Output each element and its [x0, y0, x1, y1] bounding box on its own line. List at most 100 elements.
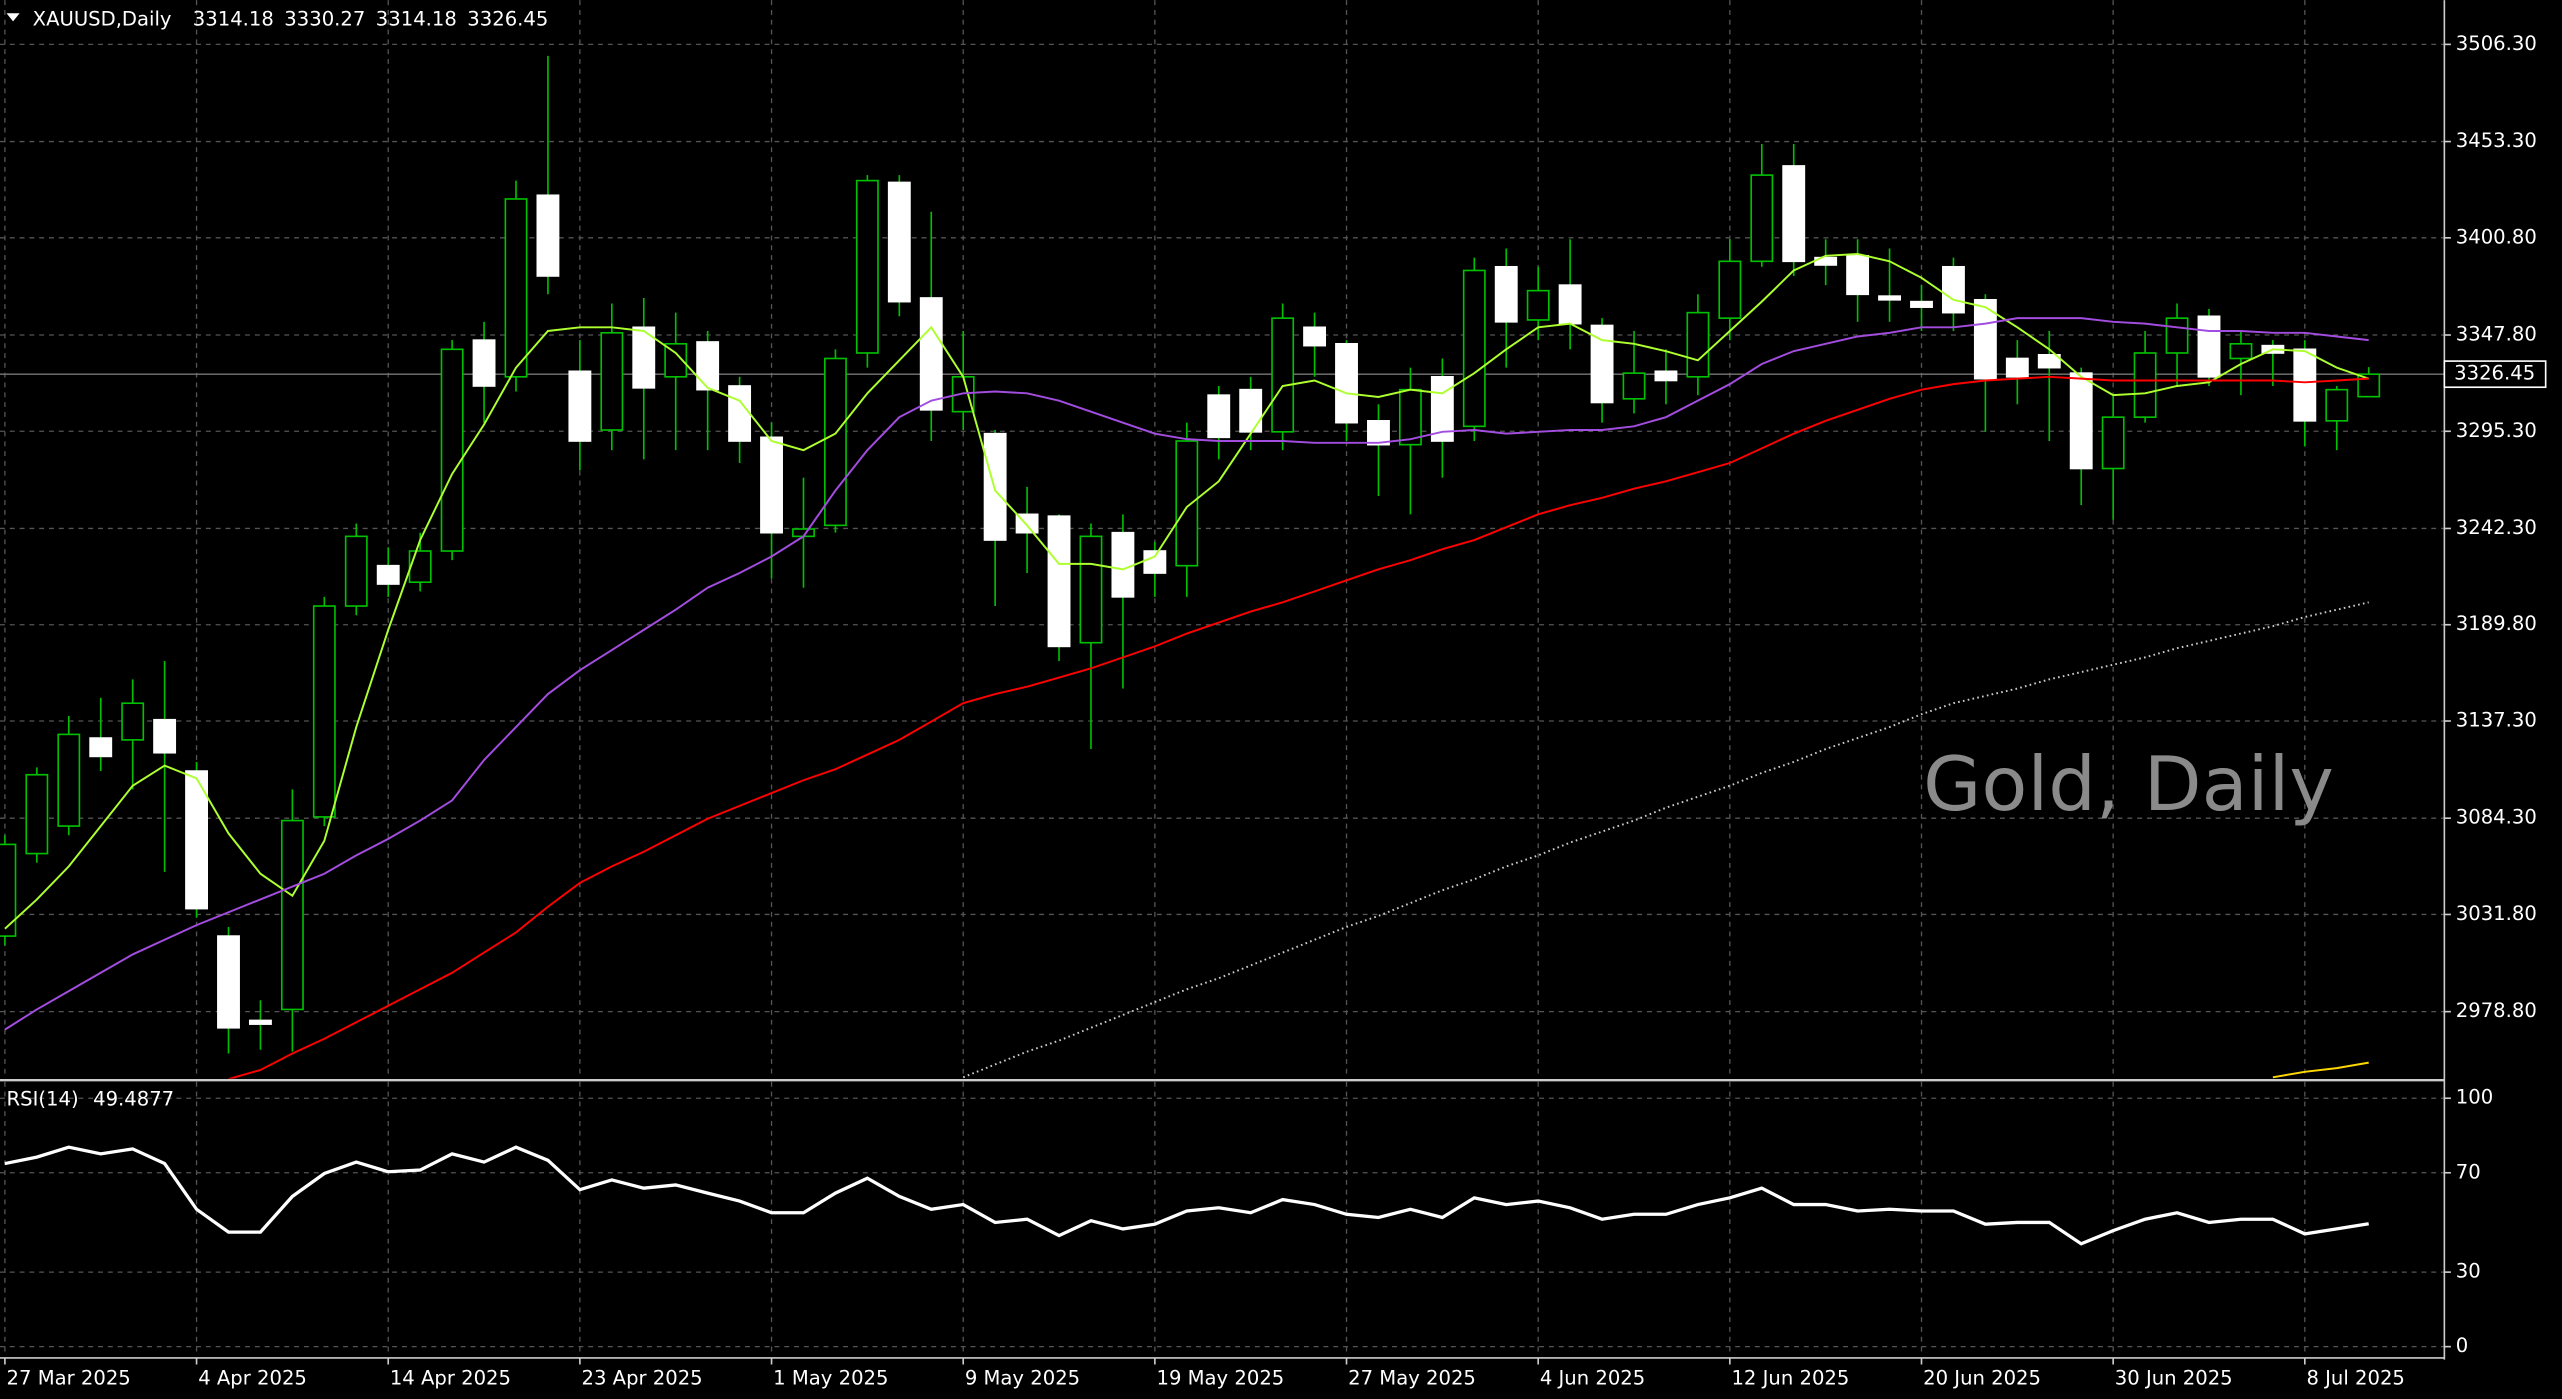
candle-body	[1590, 324, 1614, 404]
candle-body	[1398, 388, 1422, 446]
candle-body	[1558, 284, 1582, 325]
candle-body	[1718, 260, 1742, 319]
candle-body	[1271, 317, 1295, 433]
header-close: 3326.45	[467, 7, 548, 30]
candle-body	[1175, 440, 1199, 567]
candle-body	[1207, 394, 1231, 439]
x-tick-label: 30 Jun 2025	[2115, 1367, 2233, 1390]
candle-body	[855, 179, 879, 354]
candle-body	[408, 550, 432, 584]
candle-body	[2037, 353, 2061, 369]
line-series	[228, 375, 2369, 1079]
header-low: 3314.18	[376, 7, 457, 30]
axis-layer: 3506.30 3453.30 3400.80 3347.80 3295.30 3242.…	[4, 32, 2547, 1390]
candle-body	[1910, 300, 1933, 308]
line-series	[962, 601, 2369, 1079]
candle-body	[472, 339, 496, 387]
candle-body	[25, 773, 49, 855]
candle-body	[1942, 265, 1965, 314]
candle-body	[2197, 315, 2221, 378]
candle-body	[2069, 372, 2093, 470]
candle-body	[280, 819, 304, 1011]
candle-body	[887, 181, 911, 303]
candle-body	[1047, 515, 1071, 648]
candle-body	[2357, 373, 2381, 398]
menu-triangle[interactable]	[6, 13, 20, 22]
candle-body	[1239, 388, 1263, 433]
y-tick-label: 3137.30	[2456, 709, 2537, 732]
candle-body	[312, 605, 336, 818]
y-tick-label: 3295.30	[2456, 419, 2537, 442]
candle-body	[1367, 420, 1390, 446]
header-open: 3314.18	[193, 7, 274, 30]
candle-body	[153, 718, 177, 754]
watermark: Gold, Daily	[1923, 740, 2334, 828]
candle-body	[728, 385, 752, 442]
x-tick-label: 9 May 2025	[965, 1367, 1080, 1390]
candle-body	[568, 370, 592, 442]
rsi-title: RSI(14)	[7, 1087, 79, 1110]
candle-body	[664, 342, 688, 378]
y-tick-label: 30	[2456, 1260, 2481, 1283]
candle-body	[249, 1019, 272, 1025]
marks-layer	[0, 55, 2445, 1246]
pane-marks	[4, 1145, 2369, 1246]
candle-body	[2133, 352, 2157, 418]
candle-body	[1878, 295, 1901, 301]
x-tick-label: 27 Mar 2025	[7, 1367, 131, 1390]
candle-body	[1143, 550, 1167, 574]
current-price-label: 3326.45	[2454, 362, 2535, 385]
candle-body	[1654, 370, 1678, 382]
candle-body	[344, 535, 368, 607]
y-tick-label: 70	[2456, 1160, 2481, 1183]
candle-body	[185, 770, 208, 910]
candle-body	[2325, 388, 2349, 422]
line-series	[2272, 1061, 2369, 1079]
candle-body	[57, 733, 81, 827]
candle-body	[1782, 165, 1806, 263]
y-tick-label: 3031.80	[2456, 902, 2537, 925]
x-tick-label: 4 Jun 2025	[1540, 1367, 1645, 1390]
candle-body	[1846, 254, 1870, 296]
x-tick-label: 14 Apr 2025	[390, 1367, 511, 1390]
y-tick-label: 100	[2456, 1086, 2493, 1109]
x-tick-label: 1 May 2025	[773, 1367, 888, 1390]
x-tick-label: 19 May 2025	[1156, 1367, 1284, 1390]
y-tick-label: 3347.80	[2456, 323, 2537, 346]
line-series	[4, 317, 2369, 1031]
candle-body	[1303, 326, 1327, 347]
candle-body	[121, 702, 145, 741]
candle-body	[1622, 372, 1646, 400]
candle-body	[1111, 531, 1135, 598]
candle-body	[2293, 348, 2317, 422]
candle-body	[1335, 342, 1358, 424]
header-high: 3330.27	[284, 7, 365, 30]
y-tick-label: 3453.30	[2456, 129, 2537, 152]
candle-body	[1079, 535, 1103, 644]
line-series	[4, 252, 2370, 930]
x-tick-label: 12 Jun 2025	[1731, 1367, 1849, 1390]
x-tick-label: 20 Jun 2025	[1923, 1367, 2041, 1390]
candle-body	[1750, 174, 1774, 263]
x-tick-label: 8 Jul 2025	[2306, 1367, 2404, 1390]
line-series	[4, 1145, 2369, 1246]
candle-body	[919, 297, 943, 411]
candle-body	[600, 331, 624, 431]
candle-body	[440, 348, 464, 552]
candle-body	[1494, 265, 1518, 323]
candle-body	[696, 341, 720, 391]
candle-body	[983, 432, 1007, 541]
candle-body	[504, 198, 528, 378]
candle-body	[2165, 317, 2189, 354]
y-tick-label: 3400.80	[2456, 225, 2537, 248]
y-tick-label: 2978.80	[2456, 999, 2537, 1022]
candle-body	[1686, 311, 1710, 378]
y-tick-label: 3189.80	[2456, 612, 2537, 635]
candle-body	[1462, 269, 1486, 428]
y-tick-label: 3242.30	[2456, 516, 2537, 539]
candle-body	[2229, 342, 2253, 360]
candle-body	[632, 326, 656, 389]
